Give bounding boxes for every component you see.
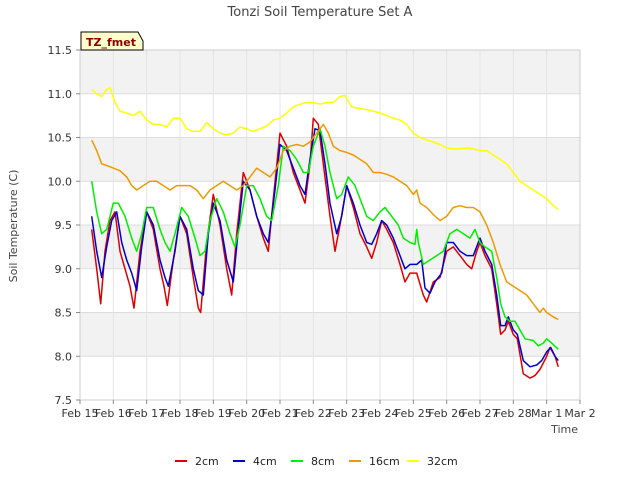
- series-line-32cm: [91, 86, 559, 210]
- x-tick-label: Feb 16: [95, 407, 132, 420]
- x-tick-label: Feb 25: [395, 407, 432, 420]
- legend-item-32cm: 32cm: [407, 455, 458, 468]
- x-tick-label: Feb 23: [328, 407, 365, 420]
- x-axis-label: Time: [550, 423, 578, 436]
- x-tick-label: Feb 28: [495, 407, 532, 420]
- legend-item-2cm: 2cm: [175, 455, 219, 468]
- y-tick-label: 7.5: [55, 394, 73, 407]
- legend-label: 4cm: [253, 455, 277, 468]
- legend: 2cm 4cm 8cm 16cm 32cm: [175, 455, 458, 468]
- x-tick-label: Feb 17: [128, 407, 165, 420]
- badge-shape: [80, 31, 144, 51]
- x-tick-label: Feb 26: [428, 407, 465, 420]
- series-line-8cm: [90, 128, 559, 350]
- y-tick-label: 9.5: [55, 219, 73, 232]
- series-lines: [90, 86, 560, 379]
- y-tick-label: 11.0: [48, 88, 73, 101]
- site-badge: TZ_fmet: [80, 31, 144, 51]
- x-tick-label: Feb 27: [462, 407, 499, 420]
- y-tick-label: 9.0: [55, 263, 73, 276]
- plot-band: [80, 50, 580, 94]
- legend-item-4cm: 4cm: [233, 455, 277, 468]
- x-tick-label: Feb 19: [195, 407, 232, 420]
- plot-band: [80, 312, 580, 357]
- legend-label: 8cm: [311, 455, 335, 468]
- x-tick-label: Feb 15: [62, 407, 99, 420]
- series-line-4cm: [90, 128, 559, 368]
- y-axis-label: Soil Temperature (C): [7, 170, 20, 283]
- legend-item-16cm: 16cm: [349, 455, 400, 468]
- x-tick-label: Feb 24: [362, 407, 399, 420]
- legend-label: 16cm: [369, 455, 400, 468]
- x-tick-label: Feb 20: [228, 407, 265, 420]
- badge-text: TZ_fmet: [86, 36, 136, 49]
- plot-band: [80, 225, 580, 269]
- legend-label: 32cm: [427, 455, 458, 468]
- chart-title: Tonzi Soil Temperature Set A: [227, 5, 413, 20]
- y-tick-label: 8.0: [55, 350, 73, 363]
- legend-label: 2cm: [195, 455, 219, 468]
- series-line-16cm: [91, 123, 559, 321]
- y-tick-label: 10.5: [48, 132, 73, 145]
- series-line-2cm: [90, 117, 560, 379]
- legend-item-8cm: 8cm: [291, 455, 335, 468]
- x-tick-label: Mar 2: [564, 407, 595, 420]
- x-tick-label: Feb 22: [295, 407, 332, 420]
- y-tick-label: 10.0: [48, 175, 73, 188]
- y-tick-label: 8.5: [55, 307, 73, 320]
- x-tick-label: Mar 1: [531, 407, 562, 420]
- y-axis-ticks: 7.5 8.0 8.5 9.0 9.5 10.0 10.5 11.0 11.5: [48, 44, 80, 407]
- x-tick-label: Feb 18: [162, 407, 199, 420]
- x-tick-label: Feb 21: [262, 407, 299, 420]
- y-tick-label: 11.5: [48, 44, 73, 57]
